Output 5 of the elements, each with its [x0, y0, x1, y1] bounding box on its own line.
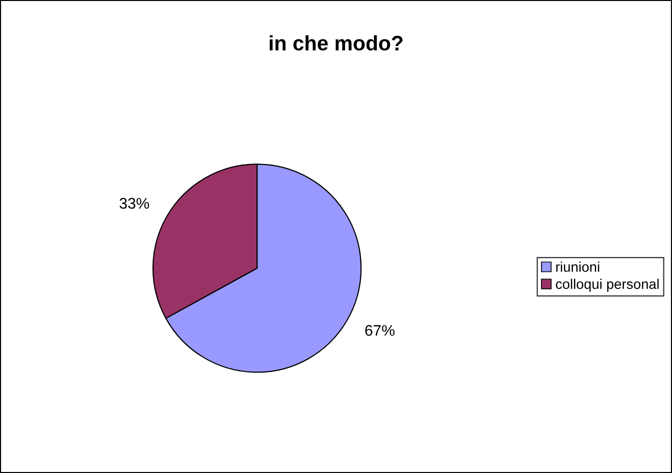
data-label: 67%	[365, 325, 395, 336]
legend-label: colloqui personal	[556, 278, 659, 292]
data-label: 33%	[120, 198, 150, 209]
chart-title: in che modo?	[270, 35, 403, 51]
legend-label: riunioni	[556, 262, 600, 272]
